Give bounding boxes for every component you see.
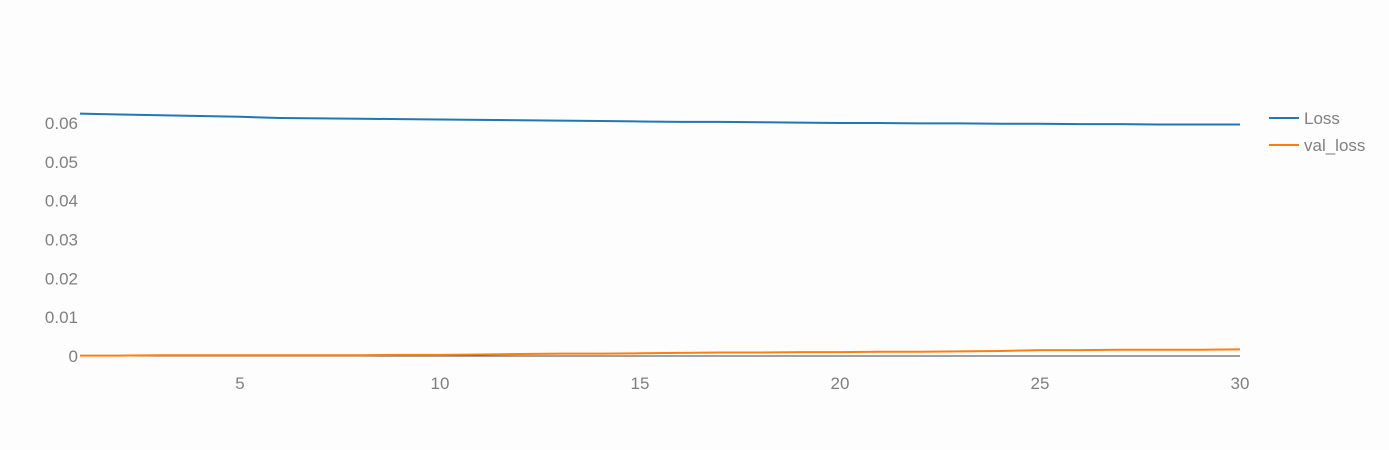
x-tick-label: 5 xyxy=(235,374,244,393)
legend-label: Loss xyxy=(1304,109,1340,128)
y-tick-label: 0.03 xyxy=(45,231,78,250)
series-line-loss xyxy=(79,112,1240,126)
x-tick-label: 20 xyxy=(831,374,850,393)
legend: Loss val_loss xyxy=(1269,109,1365,155)
y-tick-label: 0 xyxy=(69,347,78,366)
y-tick-label: 0.02 xyxy=(45,269,78,288)
y-tick-label: 0.04 xyxy=(45,192,78,211)
y-tick-label: 0.05 xyxy=(45,153,78,172)
x-tick-label: 15 xyxy=(631,374,650,393)
y-tick-label: 0.06 xyxy=(45,114,78,133)
legend-label: val_loss xyxy=(1304,136,1365,155)
x-axis-ticks: 5 10 15 20 25 30 xyxy=(235,374,1249,393)
x-tick-label: 25 xyxy=(1031,374,1050,393)
y-axis-ticks: 0 0.01 0.02 0.03 0.04 0.05 0.06 xyxy=(45,114,78,366)
x-tick-label: 10 xyxy=(431,374,450,393)
legend-item[interactable]: val_loss xyxy=(1269,136,1365,155)
legend-item[interactable]: Loss xyxy=(1269,109,1340,128)
x-tick-label: 30 xyxy=(1231,374,1250,393)
series-line-val-loss xyxy=(80,348,1241,357)
y-tick-label: 0.01 xyxy=(45,308,78,327)
series-lines xyxy=(79,112,1241,357)
